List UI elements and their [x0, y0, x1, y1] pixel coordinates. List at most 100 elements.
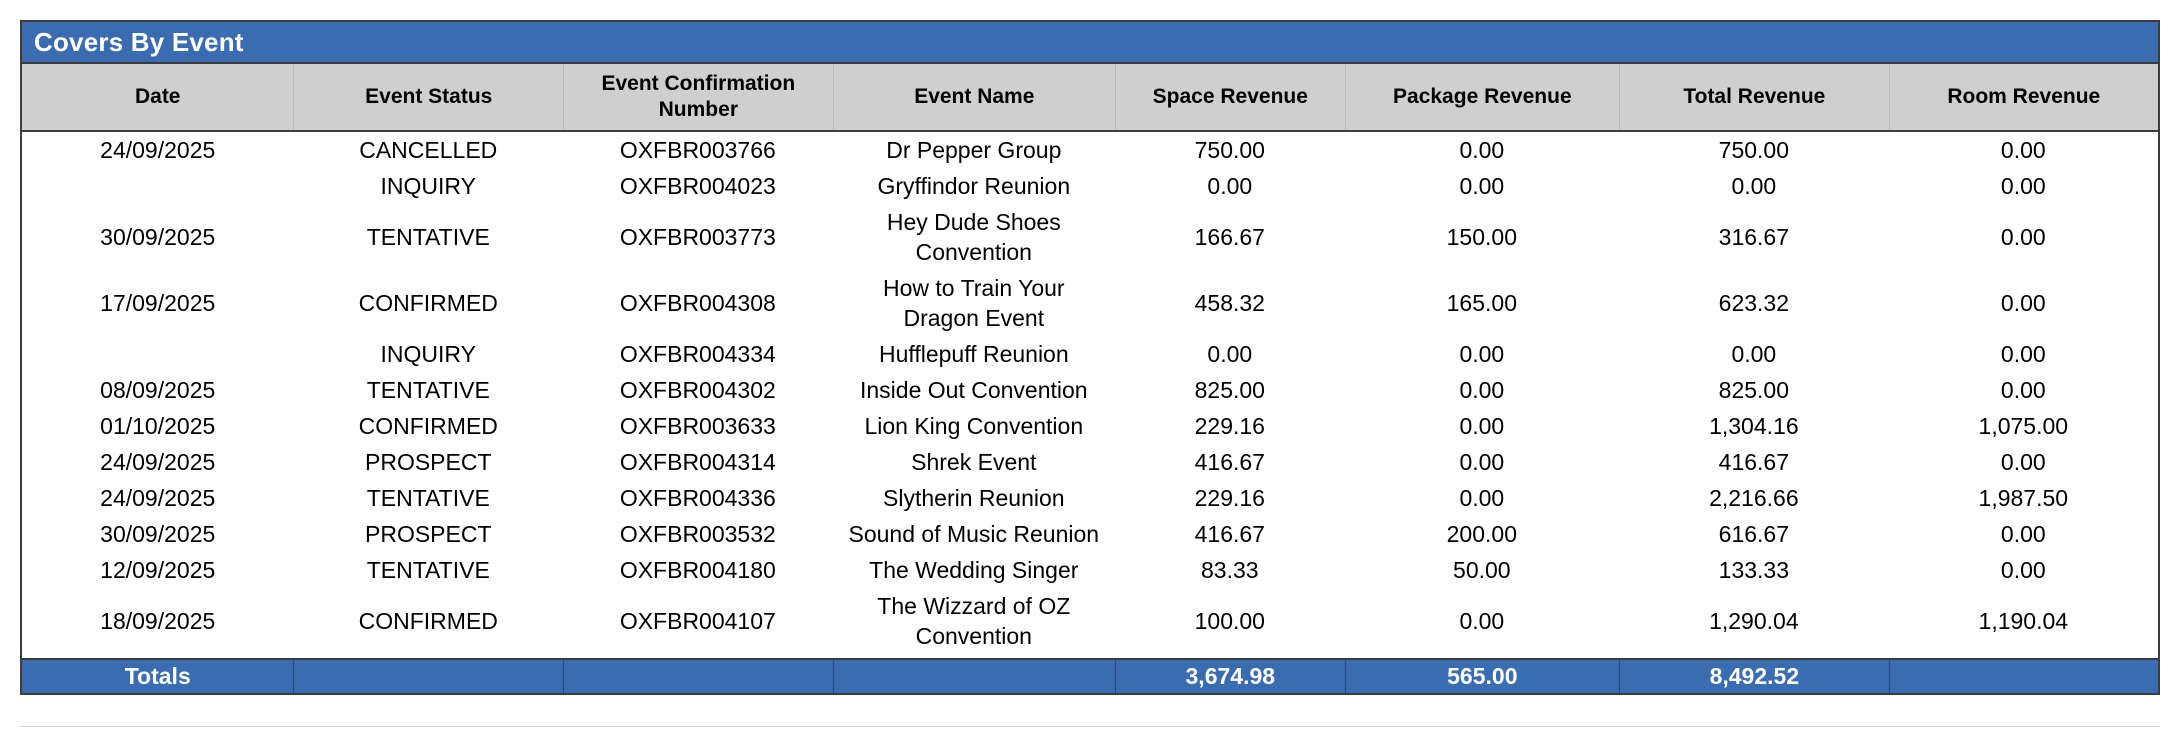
cell-status: CONFIRMED	[293, 408, 563, 444]
cell-name: Lion King Convention	[833, 408, 1115, 444]
cell-value: 50.00	[1453, 557, 1511, 583]
totals-row: Totals 3,674.98 565.00 8,492.52	[22, 658, 2158, 695]
cell-value: 2,216.66	[1709, 485, 1799, 511]
cell-name: The Wedding Singer	[833, 552, 1115, 588]
column-header-label: Total Revenue	[1683, 85, 1826, 108]
column-header-space: Space Revenue	[1114, 64, 1345, 130]
cell-value: CONFIRMED	[358, 413, 498, 439]
cell-value: OXFBR004314	[619, 449, 776, 475]
cell-value: 0.00	[2000, 557, 2046, 583]
cell-value: 229.16	[1194, 413, 1265, 439]
cell-value: 150.00	[1446, 224, 1517, 250]
cell-room: 1,987.50	[1889, 480, 2158, 516]
cell-value: OXFBR003773	[619, 224, 776, 250]
cell-value: 0.00	[2000, 290, 2046, 316]
cell-value: OXFBR003532	[619, 521, 776, 547]
cell-package: 0.00	[1345, 588, 1619, 654]
cell-value: 0.00	[1459, 341, 1505, 367]
table-row: 30/09/2025 PROSPECT OXFBR003532 Sound of Mu…	[22, 516, 2158, 552]
cell-space: 229.16	[1115, 480, 1345, 516]
cell-value: OXFBR004107	[619, 608, 776, 634]
cell-room: 1,190.04	[1889, 588, 2158, 654]
cell-value: How to Train Your Dragon Event	[883, 275, 1065, 331]
column-header-label: Event Name	[914, 85, 1035, 108]
cell-space: 0.00	[1115, 336, 1345, 372]
cell-conf: OXFBR003773	[563, 204, 833, 270]
totals-space-revenue: 3,674.98	[1114, 660, 1345, 693]
cell-value: 0.00	[1459, 413, 1505, 439]
cell-name: Inside Out Convention	[833, 372, 1115, 408]
cell-total: 0.00	[1619, 336, 1889, 372]
cell-value: 1,075.00	[1978, 413, 2069, 439]
cell-value: INQUIRY	[380, 173, 476, 199]
cell-value: 825.00	[1718, 377, 1790, 403]
cell-room: 0.00	[1889, 444, 2158, 480]
cell-date: 12/09/2025	[22, 552, 293, 588]
cell-conf: OXFBR004107	[563, 588, 833, 654]
cell-value: 24/09/2025	[100, 485, 216, 511]
table-row: INQUIRY OXFBR004023 Gryffindor Reunion 0.00…	[22, 168, 2158, 204]
totals-total-revenue: 8,492.52	[1619, 660, 1889, 693]
cell-package: 0.00	[1345, 408, 1619, 444]
cell-date	[22, 168, 293, 204]
cell-value: 100.00	[1194, 608, 1265, 634]
cell-value: Hey Dude Shoes Convention	[886, 209, 1061, 265]
cell-value: 750.00	[1194, 137, 1265, 163]
cell-name: How to Train Your Dragon Event	[833, 270, 1115, 336]
cell-conf: OXFBR003766	[563, 132, 833, 168]
cell-name: Gryffindor Reunion	[833, 168, 1115, 204]
cell-value: 750.00	[1718, 137, 1790, 163]
cell-value: 24/09/2025	[100, 137, 216, 163]
cell-package: 165.00	[1345, 270, 1619, 336]
cell-total: 2,216.66	[1619, 480, 1889, 516]
cell-value: 0.00	[2000, 341, 2046, 367]
cell-total: 1,290.04	[1619, 588, 1889, 654]
cell-status: CANCELLED	[293, 132, 563, 168]
cell-value: Shrek Event	[911, 449, 1037, 475]
cell-value: Gryffindor Reunion	[877, 173, 1071, 199]
cell-package: 0.00	[1345, 372, 1619, 408]
cell-room: 1,075.00	[1889, 408, 2158, 444]
cell-space: 166.67	[1115, 204, 1345, 270]
cell-status: TENTATIVE	[293, 204, 563, 270]
cell-name: Hey Dude Shoes Convention	[833, 204, 1115, 270]
cell-conf: OXFBR003532	[563, 516, 833, 552]
column-header-package: Package Revenue	[1344, 64, 1619, 130]
cell-package: 0.00	[1345, 480, 1619, 516]
cell-total: 416.67	[1619, 444, 1889, 480]
cell-total: 133.33	[1619, 552, 1889, 588]
cell-value: 1,190.04	[1978, 608, 2069, 634]
cell-value: Dr Pepper Group	[886, 137, 1062, 163]
cell-date: 30/09/2025	[22, 516, 293, 552]
cell-status: INQUIRY	[293, 168, 563, 204]
totals-room-revenue	[1888, 660, 2158, 693]
cell-value: 0.00	[1459, 608, 1505, 634]
cell-value: 24/09/2025	[100, 449, 216, 475]
table-row: 24/09/2025 CANCELLED OXFBR003766 Dr Pepper …	[22, 132, 2158, 168]
table-row: 24/09/2025 PROSPECT OXFBR004314 Shrek Event…	[22, 444, 2158, 480]
cell-package: 0.00	[1345, 132, 1619, 168]
cell-total: 750.00	[1619, 132, 1889, 168]
cell-value: 0.00	[1731, 173, 1777, 199]
cell-name: The Wizzard of OZ Convention	[833, 588, 1115, 654]
table-row: INQUIRY OXFBR004334 Hufflepuff Reunion 0.00…	[22, 336, 2158, 372]
column-header-total: Total Revenue	[1619, 64, 1889, 130]
cell-value: OXFBR003633	[619, 413, 776, 439]
cell-date: 01/10/2025	[22, 408, 293, 444]
cell-date: 24/09/2025	[22, 480, 293, 516]
cell-name: Sound of Music Reunion	[833, 516, 1115, 552]
cell-value: 0.00	[2000, 521, 2046, 547]
cell-value: OXFBR004302	[619, 377, 776, 403]
cell-space: 750.00	[1115, 132, 1345, 168]
cell-name: Shrek Event	[833, 444, 1115, 480]
totals-empty-status	[293, 660, 563, 693]
cell-total: 0.00	[1619, 168, 1889, 204]
cell-value: OXFBR004180	[619, 557, 776, 583]
cell-status: CONFIRMED	[293, 588, 563, 654]
cell-value: 0.00	[1207, 173, 1253, 199]
cell-value: OXFBR004308	[619, 290, 776, 316]
totals-empty-conf	[563, 660, 833, 693]
cell-value: 200.00	[1446, 521, 1517, 547]
cell-status: TENTATIVE	[293, 480, 563, 516]
cell-package: 0.00	[1345, 444, 1619, 480]
